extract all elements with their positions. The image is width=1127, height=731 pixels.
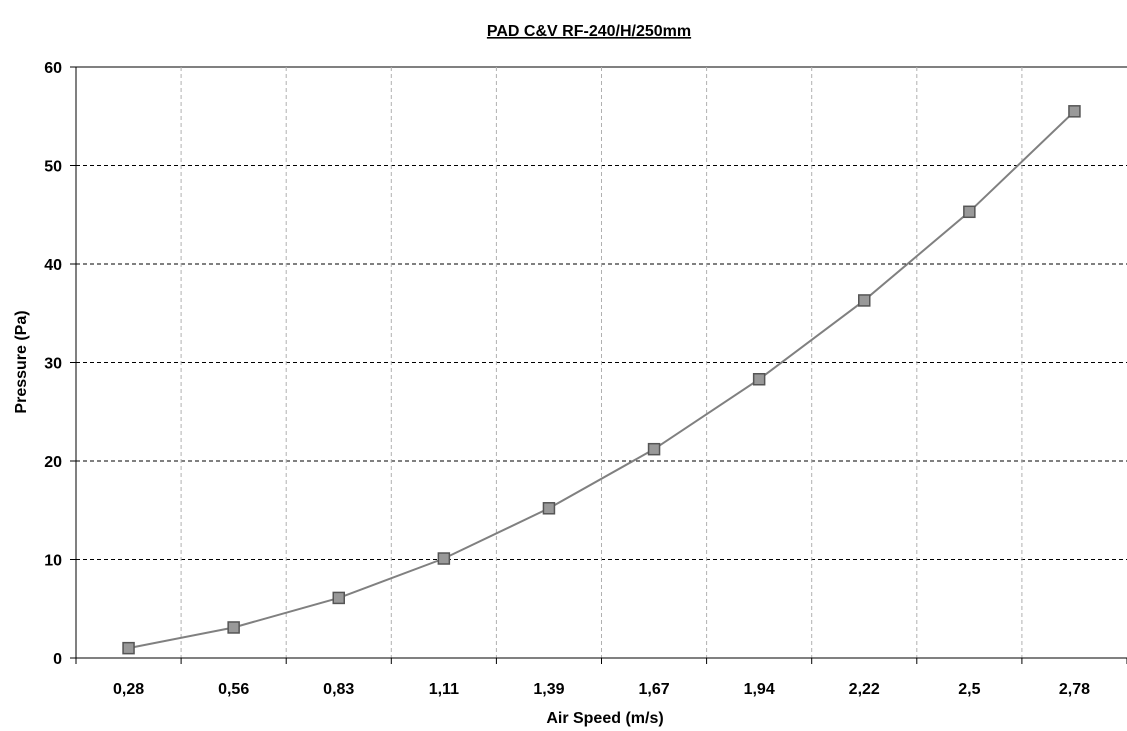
data-point-marker: [437, 552, 451, 565]
tick-labels: 0 10 20 30 40 50 60 0,28 0,56 0,83 1,11 1,39 1,67 1,9…: [44, 60, 1090, 698]
x-tick-label: 0,83: [323, 681, 354, 698]
data-point-marker: [1068, 105, 1081, 118]
grid-lines: [76, 66, 1127, 658]
chart-title: PAD C&V RF-240/H/250mm: [487, 23, 691, 40]
y-tick-label: 60: [44, 60, 62, 77]
axes: [70, 66, 1127, 664]
x-tick-label: 2,78: [1059, 681, 1090, 698]
data-point-marker: [122, 641, 135, 655]
data-point-marker: [963, 205, 976, 219]
x-tick-label: 1,11: [429, 681, 459, 698]
y-tick-label: 10: [44, 553, 62, 570]
data-series: [122, 105, 1081, 655]
data-point-marker: [752, 372, 766, 386]
data-point-marker: [858, 294, 871, 307]
x-tick-label: 2,5: [958, 681, 980, 698]
y-tick-label: 0: [53, 651, 62, 668]
x-axis-label: Air Speed (m/s): [546, 710, 663, 727]
x-tick-label: 0,28: [113, 681, 144, 698]
y-tick-label: 50: [44, 159, 62, 176]
y-tick-label: 30: [44, 356, 62, 373]
x-tick-label: 1,67: [638, 681, 669, 698]
x-tick-label: 1,39: [533, 681, 564, 698]
data-point-marker: [227, 621, 240, 634]
series-line: [128, 110, 1076, 650]
x-tick-label: 2,22: [849, 681, 880, 698]
x-tick-label: 1,94: [744, 681, 775, 698]
data-point-marker: [542, 502, 556, 515]
data-point-marker: [647, 442, 661, 456]
x-tick-label: 0,56: [218, 681, 249, 698]
y-axis-label: Pressure (Pa): [13, 310, 30, 413]
data-point-marker: [332, 591, 345, 605]
y-tick-label: 40: [44, 257, 62, 274]
y-tick-label: 20: [44, 454, 62, 471]
